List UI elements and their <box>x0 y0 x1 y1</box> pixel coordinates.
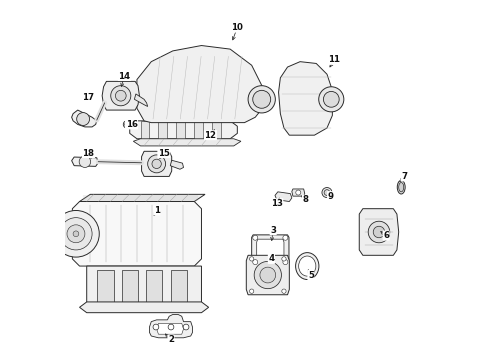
Circle shape <box>247 86 275 113</box>
Polygon shape <box>251 235 288 265</box>
Polygon shape <box>170 160 183 169</box>
Circle shape <box>367 221 389 243</box>
Circle shape <box>281 289 285 293</box>
Circle shape <box>77 113 89 126</box>
Polygon shape <box>137 45 262 123</box>
Circle shape <box>252 235 257 240</box>
Polygon shape <box>156 323 183 334</box>
Text: 12: 12 <box>204 131 216 140</box>
Polygon shape <box>359 209 398 255</box>
Polygon shape <box>80 302 208 313</box>
Circle shape <box>252 90 270 108</box>
Polygon shape <box>274 192 291 202</box>
Polygon shape <box>278 62 332 135</box>
Polygon shape <box>102 81 139 110</box>
Circle shape <box>260 267 275 283</box>
Circle shape <box>324 190 329 195</box>
Ellipse shape <box>295 253 318 279</box>
Text: 2: 2 <box>168 335 174 344</box>
Text: 15: 15 <box>158 149 169 158</box>
Circle shape <box>152 159 161 168</box>
Polygon shape <box>149 315 192 338</box>
Circle shape <box>249 289 253 293</box>
Polygon shape <box>133 139 241 146</box>
Polygon shape <box>146 270 162 302</box>
Text: 14: 14 <box>118 72 130 81</box>
Text: 1: 1 <box>153 206 159 215</box>
Text: 6: 6 <box>383 231 388 240</box>
Circle shape <box>252 260 257 265</box>
Text: 9: 9 <box>327 192 333 201</box>
Circle shape <box>124 122 129 127</box>
Polygon shape <box>72 202 201 266</box>
Circle shape <box>295 190 300 195</box>
Text: 4: 4 <box>268 255 274 264</box>
Circle shape <box>60 218 92 250</box>
Circle shape <box>282 260 287 265</box>
Circle shape <box>281 257 285 261</box>
Polygon shape <box>212 121 221 139</box>
Circle shape <box>115 90 126 101</box>
Circle shape <box>372 226 384 238</box>
Circle shape <box>323 91 339 107</box>
Circle shape <box>153 324 159 330</box>
Text: 16: 16 <box>125 120 137 129</box>
Polygon shape <box>256 239 284 261</box>
Text: 3: 3 <box>270 226 276 235</box>
Polygon shape <box>72 157 98 166</box>
Circle shape <box>53 211 99 257</box>
Polygon shape <box>158 121 167 139</box>
Polygon shape <box>170 270 186 302</box>
Text: 11: 11 <box>327 55 340 64</box>
Circle shape <box>73 231 79 237</box>
Text: 7: 7 <box>400 172 407 181</box>
Text: 5: 5 <box>307 270 313 279</box>
Circle shape <box>254 261 281 289</box>
Circle shape <box>249 257 253 261</box>
Text: 18: 18 <box>82 149 94 158</box>
Circle shape <box>183 324 188 330</box>
Text: 10: 10 <box>231 23 243 32</box>
Polygon shape <box>129 121 237 139</box>
Polygon shape <box>140 121 149 139</box>
Polygon shape <box>72 110 97 127</box>
Polygon shape <box>86 266 201 309</box>
Polygon shape <box>246 255 289 295</box>
Polygon shape <box>194 121 203 139</box>
Circle shape <box>110 86 131 106</box>
Text: 17: 17 <box>82 93 94 102</box>
Polygon shape <box>176 121 185 139</box>
Polygon shape <box>142 151 171 176</box>
Polygon shape <box>291 189 304 196</box>
Circle shape <box>123 121 130 128</box>
Polygon shape <box>80 194 204 202</box>
Text: 8: 8 <box>302 195 308 204</box>
Circle shape <box>147 155 165 173</box>
Ellipse shape <box>298 256 315 276</box>
Polygon shape <box>97 270 113 302</box>
Circle shape <box>168 324 174 330</box>
Circle shape <box>321 188 331 198</box>
Circle shape <box>318 87 343 112</box>
Ellipse shape <box>398 183 403 192</box>
Polygon shape <box>122 270 138 302</box>
Polygon shape <box>134 94 147 107</box>
Text: 13: 13 <box>270 199 282 208</box>
Ellipse shape <box>396 180 405 194</box>
Circle shape <box>67 225 85 243</box>
Circle shape <box>282 235 287 240</box>
Circle shape <box>79 156 90 167</box>
